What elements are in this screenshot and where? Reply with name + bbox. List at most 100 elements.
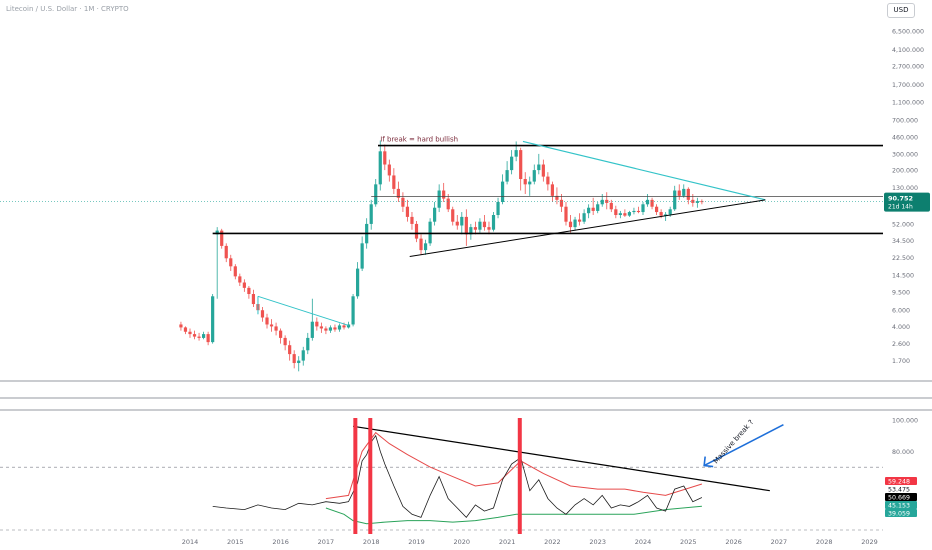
candle-body — [224, 245, 228, 259]
candle-body — [609, 202, 613, 210]
rsi-value-tag: 59.248 — [888, 479, 910, 486]
candle-body — [319, 326, 323, 329]
candle-body — [510, 156, 514, 171]
time-tick-label: 2017 — [318, 538, 335, 546]
candle-body — [496, 202, 500, 216]
candle-body — [260, 310, 265, 318]
candle-body — [423, 243, 428, 251]
candle-body — [315, 321, 319, 327]
rsi-value-tag-bg — [885, 477, 917, 485]
current-price-countdown: 21d 14h — [888, 204, 913, 211]
price-tick-label: 300.000 — [892, 151, 918, 158]
candle-body — [573, 219, 577, 228]
rsi-value-tag: 39.059 — [888, 511, 910, 518]
candle-body — [582, 213, 586, 222]
candle-body — [279, 330, 283, 338]
candle-body — [360, 243, 364, 269]
price-tick-label: 6.000 — [892, 308, 910, 315]
candle-body — [587, 207, 591, 214]
time-tick-label: 2016 — [272, 538, 289, 546]
candle-body — [410, 216, 414, 224]
candle-body — [641, 204, 645, 213]
candle-body — [383, 151, 387, 165]
candle-body — [220, 230, 224, 246]
rsi-marker-bar — [368, 418, 373, 534]
candle-body — [414, 223, 419, 239]
candle-body — [197, 336, 201, 338]
candle-body — [537, 164, 541, 171]
rsi-value-tag: 50.669 — [888, 495, 910, 502]
time-tick-label: 2025 — [680, 538, 697, 546]
candle-body — [346, 324, 351, 328]
candle-body — [188, 331, 192, 335]
time-tick-label: 2029 — [861, 538, 878, 546]
candle-body — [238, 276, 242, 283]
time-tick-label: 2014 — [182, 538, 199, 546]
breakout-arrow-shaft — [703, 424, 784, 467]
candle-body — [577, 219, 582, 222]
price-tick-label: 1,100.000 — [892, 99, 924, 106]
rsi-green-band — [325, 505, 702, 525]
price-tick-label: 2,700.000 — [892, 64, 924, 71]
candle-body — [478, 221, 482, 230]
price-tick-label: 14.500 — [892, 272, 914, 279]
candle-body — [650, 199, 654, 207]
candle-body — [559, 199, 564, 207]
candle-body — [600, 199, 604, 205]
time-tick-label: 2020 — [454, 538, 471, 546]
candle-body — [337, 325, 342, 330]
time-tick-label: 2022 — [544, 538, 561, 546]
rsi-panel: Massive break ? 100.00080.00059.24853.475… — [0, 418, 918, 534]
candle-body — [455, 221, 459, 226]
candle-body — [405, 206, 410, 217]
candle-body — [668, 209, 672, 215]
rsi-value-tag-bg — [885, 485, 917, 493]
time-tick-label: 2023 — [589, 538, 606, 546]
candle-body — [514, 150, 518, 157]
price-tick-label: 1,700.000 — [892, 82, 924, 89]
time-tick-label: 2015 — [227, 538, 244, 546]
candle-body — [433, 207, 437, 222]
candle-body — [505, 170, 509, 182]
candle-body — [419, 238, 423, 251]
candle-body — [442, 190, 446, 199]
rsi-value-tag-bg — [885, 509, 917, 517]
candle-body — [292, 354, 296, 364]
candle-body — [233, 266, 237, 277]
rsi-red-band — [325, 431, 703, 500]
candle-body — [523, 179, 527, 185]
price-tick-label: 200.000 — [892, 168, 918, 175]
candle-body — [500, 181, 505, 203]
early-triangle-upper — [257, 295, 349, 326]
candle-body — [482, 221, 487, 228]
candle-body — [392, 175, 396, 189]
current-price-value: 90.752 — [888, 195, 913, 203]
candle-body — [550, 184, 554, 196]
time-tick-label: 2024 — [635, 538, 652, 546]
candle-body — [464, 216, 468, 235]
candle-body — [673, 190, 677, 210]
candle-body — [528, 181, 532, 185]
candle-body — [555, 195, 559, 200]
candle-body — [428, 221, 432, 244]
time-tick-label: 2026 — [725, 538, 742, 546]
rsi-trendline — [352, 425, 770, 492]
candle-body — [623, 213, 627, 216]
currency-button[interactable]: USD — [887, 3, 915, 18]
candle-body — [215, 230, 219, 235]
candle-body — [324, 328, 328, 331]
rsi-tick-label: 100.000 — [892, 418, 918, 425]
price-axis: 6,500.000 4,100.000 2,700.000 1,700.000 1,10… — [892, 29, 924, 366]
candle-body — [691, 199, 695, 203]
price-tick-label: 9.500 — [892, 289, 910, 296]
price-tick-label: 460.000 — [892, 134, 918, 141]
candle-body — [211, 296, 215, 343]
symbol-title: Litecoin / U.S. Dollar · 1M · CRYPTO — [6, 5, 129, 13]
candle-body — [700, 201, 704, 203]
candle-body — [469, 227, 473, 235]
candle-body — [401, 197, 405, 207]
candle-body — [460, 216, 464, 226]
current-price-tag-bg — [884, 192, 930, 212]
